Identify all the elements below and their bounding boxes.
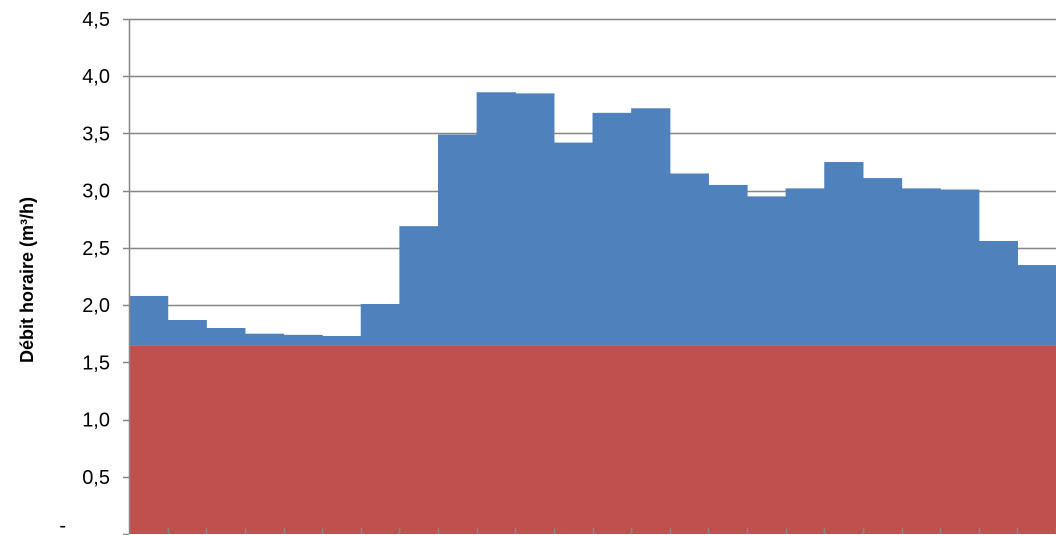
bar-series2-14 [631,108,671,346]
bar-series1-21 [901,345,941,534]
bar-series2-20 [862,178,903,346]
bar-series1-15 [669,345,709,534]
bar-series1-12 [553,345,594,534]
bar-series2-3 [206,328,246,346]
bar-series1-14 [631,345,671,534]
bar-series2-11 [515,93,555,346]
y-tick-label: 3,5 [82,123,110,145]
bars [129,92,1056,534]
bar-series1-7 [360,345,400,534]
bar-series2-23 [978,241,1018,346]
bar-series2-12 [553,142,594,346]
bar-series1-22 [940,345,980,534]
bar-series1-5 [283,345,323,534]
y-tick-label: 4,5 [82,9,110,31]
bar-series2-1 [129,295,169,346]
y-tick-label: - [59,515,66,535]
y-tick-label: 4,0 [82,66,110,88]
axes [123,18,1056,535]
bar-series1-18 [785,345,825,534]
bar-series2-24 [1017,265,1056,346]
bar-series2-13 [592,112,632,346]
bar-series2-17 [747,196,787,346]
bar-series1-24 [1017,345,1056,534]
bar-series2-7 [360,303,400,346]
bar-series2-19 [824,162,864,346]
bar-series1-1 [129,345,169,534]
bar-series2-15 [669,173,709,346]
bar-series1-23 [978,345,1018,534]
y-axis-label: Débit horaire (m³/h) [17,197,37,363]
y-tick-label: 2,5 [82,238,110,260]
bar-series2-21 [901,188,941,346]
bar-series2-2 [167,319,207,346]
y-tick-label: 2,0 [82,295,110,317]
bar-series2-4 [244,333,285,346]
bar-series2-6 [322,336,362,346]
bar-series1-17 [747,345,787,534]
bar-series1-8 [399,345,439,534]
y-tick-label: 0,5 [82,467,110,489]
bar-series1-9 [438,345,478,534]
bar-series2-8 [399,226,439,346]
bar-series1-19 [824,345,864,534]
bar-series2-16 [708,184,748,346]
bar-series1-6 [322,345,362,534]
bar-series1-16 [708,345,748,534]
y-tick-label: 1,0 [82,410,110,432]
bar-series2-22 [940,189,980,346]
y-tick-labels: - 0,5 1,0 1,5 2,0 2,5 3,0 3,5 4,0 4,5 [59,9,110,535]
bar-series2-10 [476,92,516,346]
bar-series2-5 [283,334,323,346]
bar-series1-10 [476,345,516,534]
y-tick-label: 3,0 [82,181,110,203]
bar-series1-4 [244,345,285,534]
bar-series1-13 [592,345,632,534]
bar-series1-11 [515,345,555,534]
bar-series2-18 [785,188,825,346]
bar-series1-2 [167,345,207,534]
bar-series1-20 [862,345,903,534]
bar-series1-3 [206,345,246,534]
y-tick-label: 1,5 [82,352,110,374]
bar-series2-9 [438,134,478,346]
